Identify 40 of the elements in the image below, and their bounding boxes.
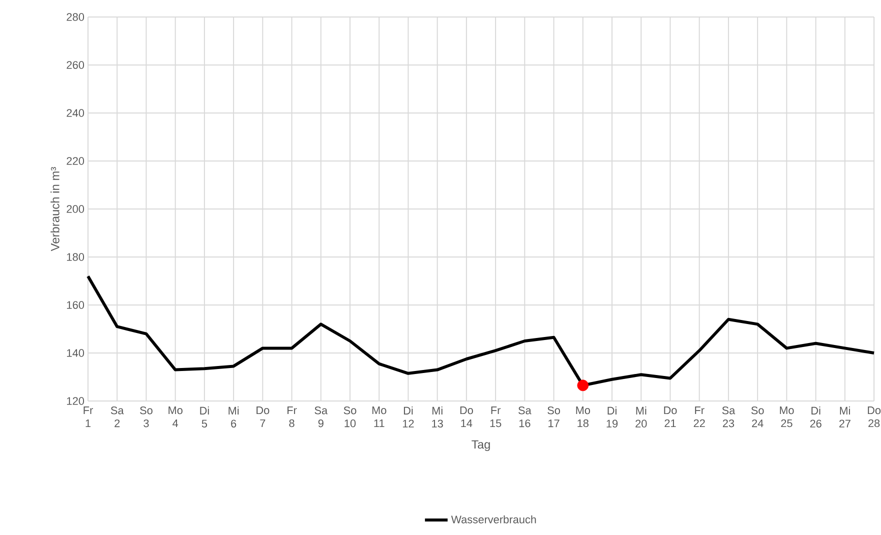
y-tick-label: 240: [66, 109, 84, 117]
x-tick-label: Do 28: [868, 406, 881, 428]
y-tick-label: 120: [67, 397, 84, 405]
x-tick-label: Sa 2: [110, 406, 124, 428]
x-tick-label: So 10: [344, 406, 356, 428]
x-tick-label: Di 12: [402, 406, 414, 428]
x-tick-label: Mi 27: [839, 406, 850, 428]
x-tick-label: Fr 15: [490, 406, 502, 428]
x-tick-label: Sa 23: [722, 406, 736, 428]
x-tick-label: Fr 8: [288, 406, 297, 428]
x-tick-label: Di 5: [200, 406, 209, 428]
x-tick-label: Do 7: [256, 406, 270, 428]
x-tick-label: Fr 1: [84, 406, 93, 428]
y-tick-label: 180: [67, 253, 84, 261]
x-tick-label: Mo 4: [168, 406, 182, 428]
x-tick-label: Mi 6: [228, 406, 239, 428]
x-tick-label: Di 26: [810, 406, 822, 428]
y-tick-label: 280: [66, 13, 84, 21]
y-tick-label: 260: [66, 61, 84, 69]
y-tick-label: 160: [67, 301, 84, 309]
x-tick-label: Fr 22: [694, 406, 705, 428]
x-tick-label: Do 21: [664, 406, 677, 428]
x-tick-label: Do 14: [460, 406, 473, 428]
x-axis-title: Tag: [472, 440, 490, 452]
x-tick-label: Mo 25: [780, 406, 794, 428]
x-tick-label: Sa 16: [518, 406, 532, 428]
y-tick-label: 200: [66, 205, 84, 213]
legend-label: Wasserverbrauch: [451, 515, 536, 524]
x-tick-label: Mi 13: [432, 406, 443, 428]
y-axis-title: Verbrauch in m³: [50, 167, 60, 252]
x-tick-label: Sa 9: [314, 406, 328, 428]
x-tick-label: Mo 18: [576, 406, 590, 428]
y-tick-label: 220: [66, 157, 84, 165]
x-tick-label: Mi 20: [636, 406, 647, 428]
x-tick-label: Mo 11: [372, 406, 386, 428]
y-tick-label: 140: [67, 349, 84, 357]
x-tick-label: Di 19: [606, 406, 618, 428]
x-tick-label: So 3: [140, 406, 152, 428]
x-tick-label: So 24: [751, 406, 764, 428]
x-tick-label: So 17: [548, 406, 560, 428]
